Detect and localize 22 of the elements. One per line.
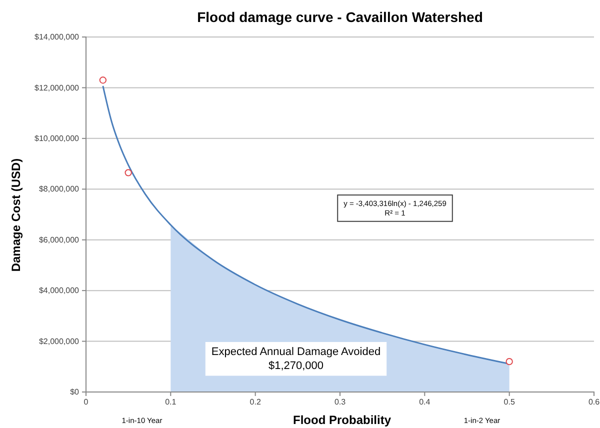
x-tick-label: 0.5 [504,398,516,407]
x-tick-label: 0.2 [250,398,262,407]
x-tick-label: 0.1 [165,398,177,407]
y-axis-title: Damage Cost (USD) [9,158,23,272]
y-tick-label: $12,000,000 [34,83,80,92]
y-tick-label: $6,000,000 [38,235,80,244]
x-tick-label: 0.4 [419,398,431,407]
y-tick-label: $10,000,000 [34,134,80,143]
y-tick-label: $14,000,000 [34,32,80,42]
point [99,76,107,84]
chart-title: Flood damage curve - Cavaillon Watershed [197,9,483,25]
y-tick-label: $2,000,000 [38,336,80,346]
y-tick-label: $4,000,000 [38,286,80,296]
y-tick-label: $8,000,000 [38,184,80,194]
y-tick-label: $0 [70,388,80,397]
point [506,358,513,366]
x-axis-title: Flood Probability [293,413,392,427]
point [124,169,132,176]
x-tick-label: 0 [84,398,89,407]
x-tick-label: 0.3 [334,398,346,407]
x-tick-label: 0.6 [588,398,600,407]
annotation: Expected Annual Damage Avoided $1,270,000 [211,346,381,372]
